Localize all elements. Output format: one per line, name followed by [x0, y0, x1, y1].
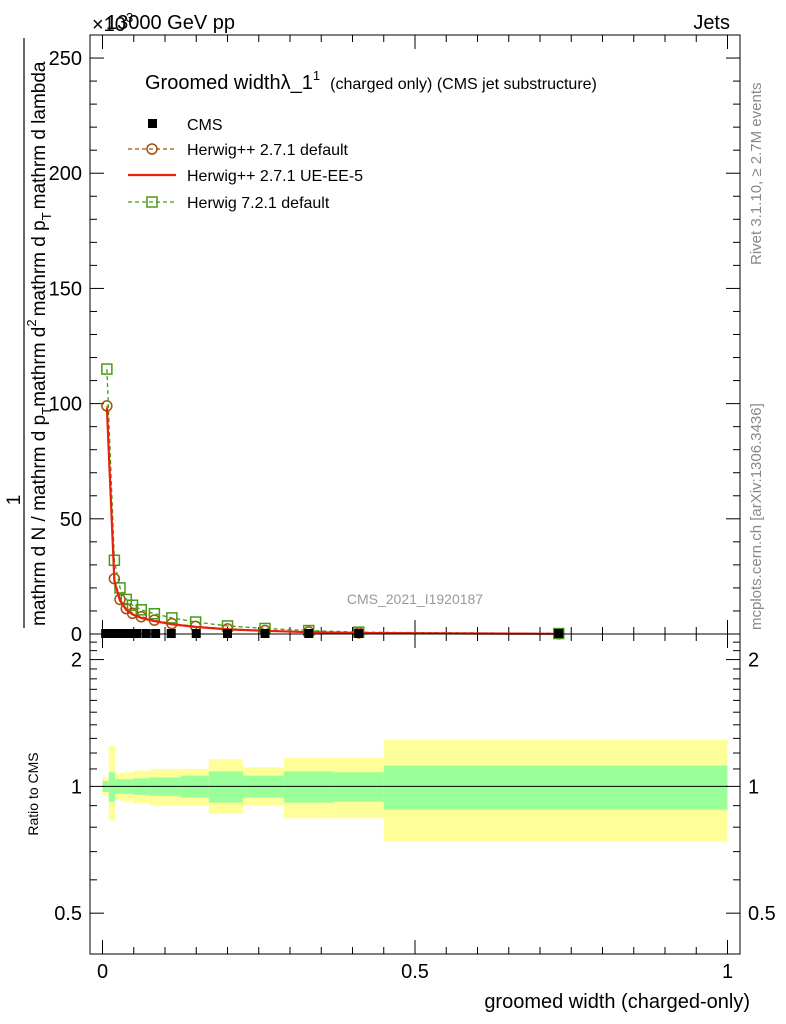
main-series: [101, 363, 565, 640]
series-line-3: [106, 369, 559, 635]
legend-entry-herwig-pp-default: Herwig++ 2.7.1 default: [128, 142, 349, 159]
herwig7-default-point: [166, 612, 178, 624]
ratio-y-label: Ratio to CMS: [25, 752, 41, 835]
energy-label: 13000 GeV pp: [106, 12, 235, 34]
y-label-numerator: 1: [4, 495, 25, 506]
ratio-y-tick-label-right: 2: [748, 650, 759, 672]
ratio-y-tick-label: 1: [71, 776, 82, 798]
herwig-pp-default-point: [114, 593, 126, 606]
exponent-label: ×103: [92, 10, 133, 36]
ratio-y-tick-label: 0.5: [54, 903, 82, 925]
ratio-axis-ticks: 0.5 0.5 1 1 2 2 0 0.5 1: [54, 634, 776, 983]
x-tick-label: 0.5: [401, 961, 429, 983]
herwig7-default-point: [101, 363, 113, 375]
rivet-version-label: Rivet 3.1.10, ≥ 2.7M events: [748, 83, 765, 266]
main-y-tick-label: 0: [71, 624, 82, 646]
analysis-watermark: CMS_2021_I1920187: [347, 591, 483, 607]
legend-entry-cms: CMS: [148, 117, 223, 134]
ratio-inner-band: [383, 765, 728, 810]
ratio-y-tick-label: 2: [71, 650, 82, 672]
ratio-panel: 0.5 0.5 1 1 2 2 0 0.5 1 Ratio to CMS groomed wid…: [25, 633, 776, 1013]
herwig7-default-point: [148, 607, 161, 620]
ratio-inner-band: [108, 772, 115, 802]
legend-marker-herwig-pp-default: [146, 143, 158, 155]
legend-entry-herwig7-default: Herwig 7.2.1 default: [128, 195, 330, 212]
x-tick-label: 0: [97, 961, 108, 983]
series-line-1: [106, 405, 559, 635]
legend-label-herwig-pp-default: Herwig++ 2.7.1 default: [187, 142, 349, 159]
ratio-inner-band: [208, 771, 244, 803]
legend-label-herwig7-default: Herwig 7.2.1 default: [187, 195, 330, 212]
y-label-ratio-part: mathrm d N / mathrm d pTmathrm d2mathrm …: [24, 61, 54, 626]
legend-label-herwig-pp-ueee5: Herwig++ 2.7.1 UE-EE-5: [187, 168, 363, 185]
ratio-inner-band: [333, 772, 384, 802]
series-line-2: [105, 408, 559, 635]
legend: CMS Herwig++ 2.7.1 default Herwig++ 2.7.…: [128, 117, 363, 212]
x-tick-label: 1: [722, 961, 733, 983]
herwig7-default-point: [135, 604, 147, 616]
herwig7-default-point: [120, 593, 132, 606]
main-y-tick-label: 100: [49, 394, 82, 416]
main-y-tick-label: 200: [49, 163, 82, 185]
plot-title: Groomed widthλ_11(charged only) (CMS jet…: [145, 68, 597, 94]
legend-marker-herwig7-default: [146, 196, 158, 208]
legend-entry-herwig-pp-ueee5: Herwig++ 2.7.1 UE-EE-5: [128, 168, 363, 185]
main-y-tick-label: 150: [49, 278, 82, 300]
x-axis-label: groomed width (charged-only): [484, 991, 750, 1013]
legend-marker-cms: [148, 119, 157, 128]
legend-label-cms: CMS: [187, 117, 223, 134]
main-panel: 0 50 100 150 200 250 Groomed widthλ_11(charge…: [4, 34, 741, 646]
mcplots-label: mcplots.cern.ch [arXiv:1306.3436]: [748, 403, 765, 630]
process-label: Jets: [693, 12, 730, 34]
ratio-y-tick-label-right: 1: [748, 776, 759, 798]
main-y-tick-label: 250: [49, 48, 82, 70]
main-y-tick-label: 50: [60, 509, 82, 531]
ratio-bands: [102, 739, 728, 842]
ratio-y-tick-label-right: 0.5: [748, 903, 776, 925]
herwig7-default-point: [114, 582, 126, 594]
ratio-inner-band: [283, 771, 334, 803]
main-y-axis-label: 1 mathrm d N / mathrm d pTmathrm d2mathr…: [4, 38, 54, 628]
